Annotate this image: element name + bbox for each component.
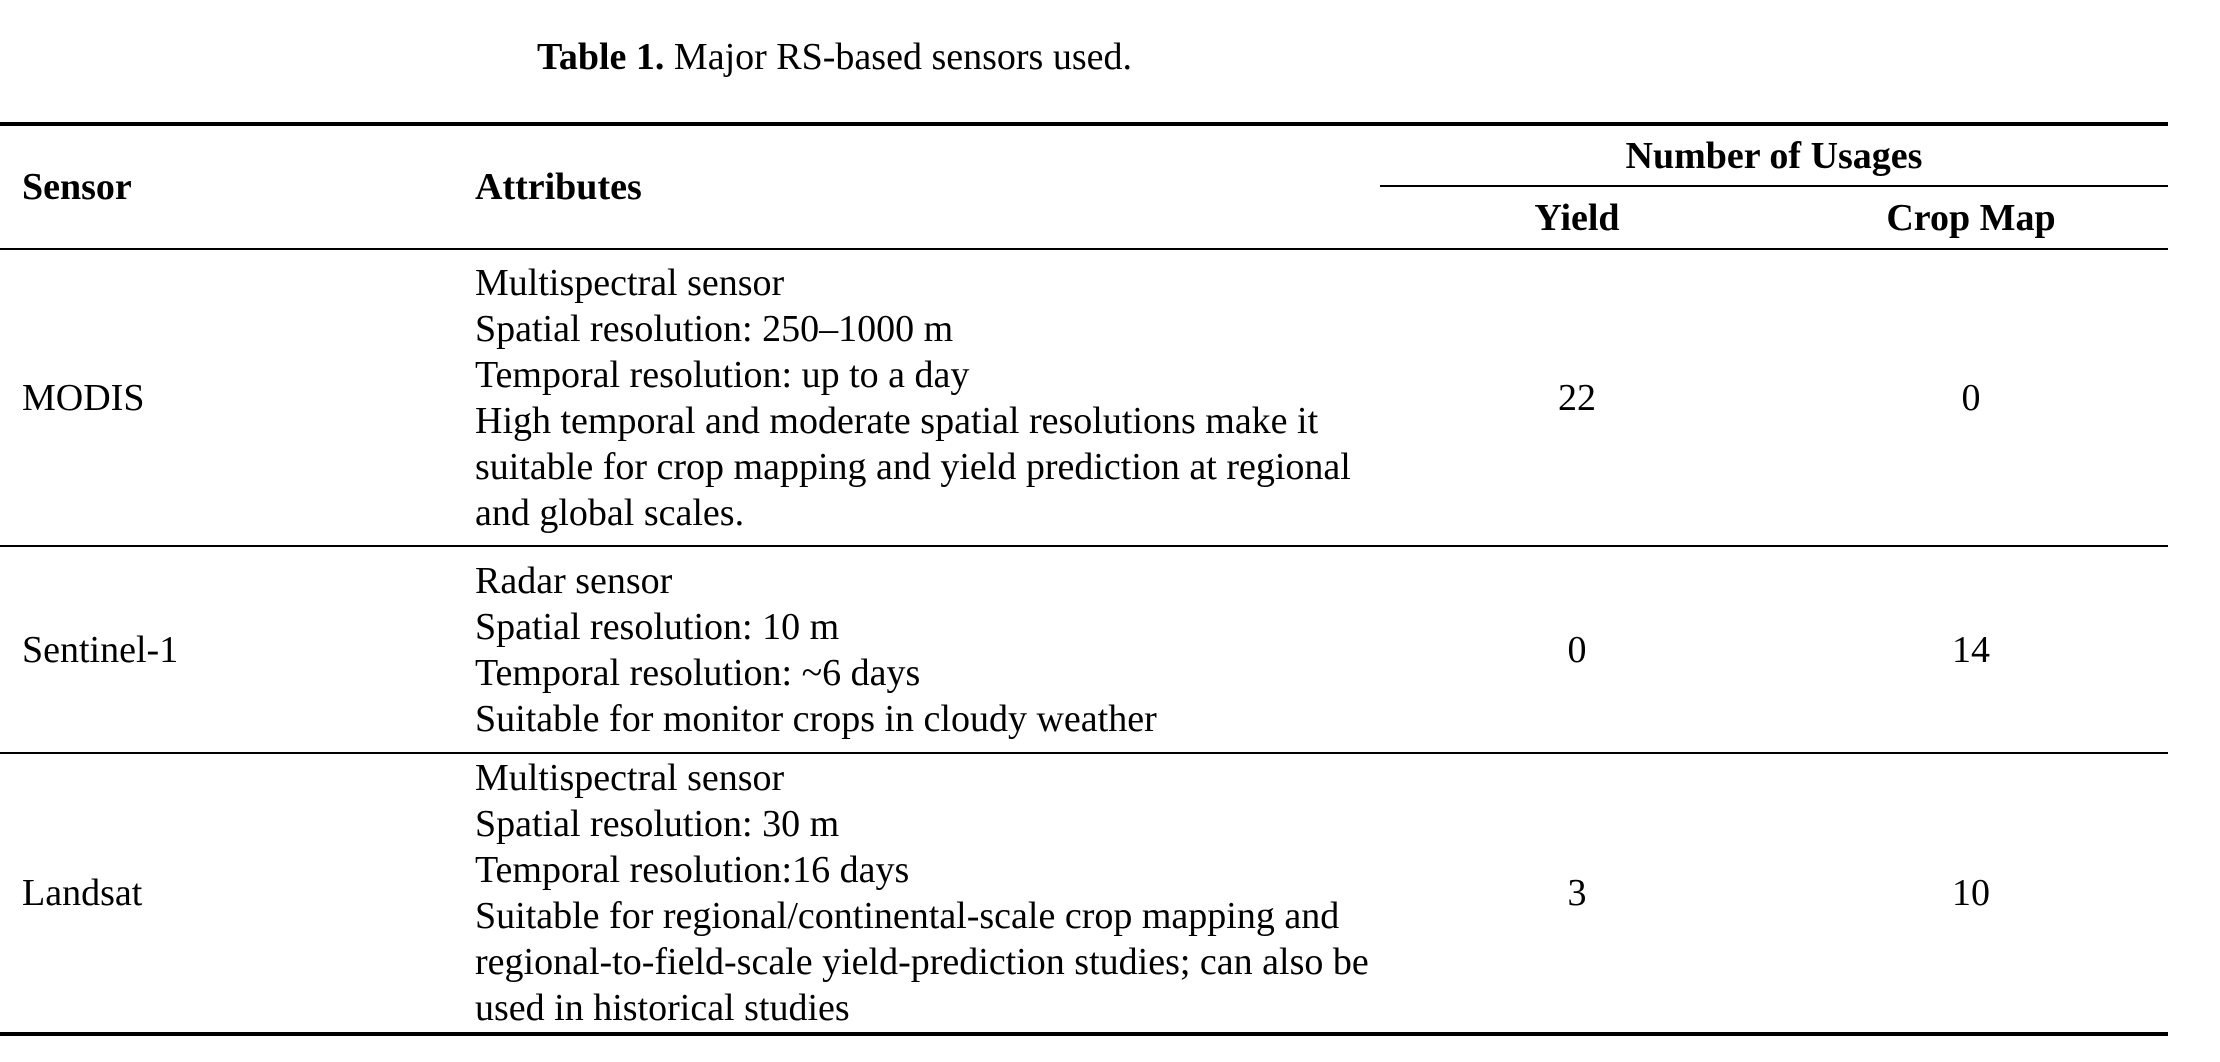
- table-row-sentinel-1: Sentinel-1 Radar sensor Spatial resoluti…: [0, 546, 2168, 753]
- crop-map-count: 10: [1952, 872, 1990, 914]
- header-group-row: Sensor Attributes Number of Usages: [0, 124, 2168, 250]
- yield-count: 22: [1558, 376, 1596, 419]
- column-header-crop-map: Crop Map: [1774, 186, 2168, 250]
- table-row-landsat: Landsat Multispectral sensor Spatial res…: [0, 753, 2168, 1034]
- attribute-line: Spatial resolution: 30 m: [475, 803, 840, 845]
- attribute-line: Temporal resolution: up to a day: [475, 353, 970, 396]
- attribute-line: Temporal resolution:16 days: [475, 849, 910, 891]
- attribute-line: Suitable for regional/continental-scale …: [475, 895, 1369, 1029]
- column-header-yield: Yield: [1380, 186, 1774, 250]
- crop-map-count: 14: [1952, 628, 1990, 671]
- attribute-line: Temporal resolution: ~6 days: [475, 651, 921, 694]
- attribute-line: Multispectral sensor: [475, 261, 785, 304]
- sensor-name: MODIS: [22, 376, 145, 419]
- attribute-line: Multispectral sensor: [475, 757, 785, 799]
- attribute-line: Radar sensor: [475, 559, 673, 602]
- sensor-attributes: Multispectral sensor Spatial resolution:…: [453, 753, 1380, 1034]
- table-caption: Table 1. Major RS-based sensors used.: [537, 34, 1132, 80]
- attribute-line: Suitable for monitor crops in cloudy wea…: [475, 697, 1157, 740]
- table-row-modis: MODIS Multispectral sensor Spatial resol…: [0, 249, 2168, 546]
- yield-count: 3: [1567, 872, 1587, 914]
- column-header-sensor: Sensor: [0, 124, 453, 250]
- yield-count: 0: [1567, 628, 1587, 671]
- header-sub-row: Yield Crop Map: [0, 186, 2168, 250]
- sensors-table: Sensor Attributes Number of Usages Yield…: [0, 122, 2168, 1036]
- crop-map-count: 0: [1961, 376, 1981, 419]
- attribute-line: Spatial resolution: 250–1000 m: [475, 307, 954, 350]
- sensor-name: Landsat: [22, 872, 143, 914]
- table-caption-text: Major RS-based sensors used.: [673, 36, 1132, 78]
- column-header-attributes: Attributes: [453, 124, 1380, 250]
- attribute-line: High temporal and moderate spatial resol…: [475, 399, 1351, 534]
- column-header-number-of-usages: Number of Usages: [1380, 124, 2168, 187]
- sensor-attributes: Multispectral sensor Spatial resolution:…: [453, 249, 1380, 546]
- attribute-line: Spatial resolution: 10 m: [475, 605, 840, 648]
- table-caption-label: Table 1.: [537, 36, 665, 78]
- sensor-attributes: Radar sensor Spatial resolution: 10 m Te…: [453, 546, 1380, 753]
- sensor-name: Sentinel-1: [22, 628, 179, 671]
